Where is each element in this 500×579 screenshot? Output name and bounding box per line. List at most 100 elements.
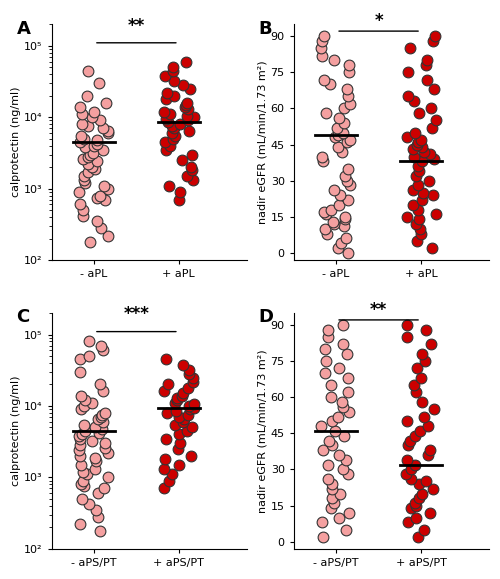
Point <box>318 51 326 60</box>
Point <box>94 489 102 498</box>
Point <box>428 484 436 493</box>
Point <box>428 123 436 133</box>
Point <box>76 520 84 529</box>
Point <box>404 68 412 77</box>
Point <box>345 407 353 416</box>
Point <box>90 141 98 150</box>
Point <box>95 428 103 438</box>
Point <box>80 176 88 185</box>
Point <box>166 109 173 119</box>
Point <box>88 148 96 157</box>
Point <box>416 166 424 175</box>
Text: **: ** <box>128 17 145 35</box>
Point <box>410 97 418 106</box>
Point <box>184 411 192 420</box>
Point <box>93 140 101 149</box>
Point <box>341 212 349 221</box>
Point <box>340 402 347 412</box>
Point <box>170 124 178 133</box>
Point <box>340 128 347 137</box>
Point <box>94 415 102 424</box>
Point <box>414 205 422 214</box>
Point <box>84 152 92 162</box>
Point <box>170 134 177 144</box>
Point <box>430 32 438 41</box>
Point <box>415 214 423 223</box>
Point <box>418 142 426 152</box>
Point <box>320 207 328 217</box>
Point <box>76 137 84 146</box>
Point <box>182 426 190 435</box>
Point <box>80 420 88 429</box>
Point <box>320 32 328 41</box>
Point <box>320 157 328 166</box>
Point <box>412 388 420 397</box>
Point <box>92 423 100 432</box>
Point <box>186 84 194 93</box>
Text: D: D <box>258 309 274 327</box>
Point <box>403 332 411 342</box>
Point <box>98 145 106 155</box>
Point <box>178 391 186 400</box>
Point <box>426 446 434 455</box>
Point <box>80 206 88 215</box>
Point <box>175 460 183 470</box>
Point <box>319 446 327 455</box>
Text: C: C <box>16 309 30 327</box>
Point <box>77 391 85 400</box>
Point <box>342 234 350 243</box>
Point <box>407 474 415 483</box>
Y-axis label: nadir eGFR (mL/min/1.73 m²): nadir eGFR (mL/min/1.73 m²) <box>258 349 268 513</box>
Point <box>80 171 88 181</box>
Point <box>338 397 346 406</box>
Point <box>80 482 88 491</box>
Point <box>340 118 347 127</box>
Point <box>418 489 426 498</box>
Point <box>417 135 425 144</box>
Point <box>101 439 109 448</box>
Point <box>343 138 351 147</box>
Point <box>418 373 426 383</box>
Point <box>176 119 184 129</box>
Point <box>170 420 178 429</box>
Point <box>90 164 98 173</box>
Point <box>76 131 84 140</box>
Point <box>104 473 112 482</box>
Point <box>322 109 330 118</box>
Point <box>187 163 195 172</box>
Point <box>328 417 336 426</box>
Point <box>79 155 87 164</box>
Point <box>342 455 350 464</box>
Point <box>182 57 190 66</box>
Point <box>340 171 348 181</box>
Point <box>346 99 354 108</box>
Point <box>337 239 345 248</box>
Point <box>422 325 430 335</box>
Point <box>418 157 426 166</box>
Point <box>98 424 106 434</box>
Point <box>402 470 410 479</box>
Point <box>190 400 198 409</box>
Point <box>174 444 182 453</box>
Point <box>404 518 412 527</box>
Point <box>179 417 187 427</box>
Point <box>406 43 414 53</box>
Point <box>327 205 335 214</box>
Point <box>170 76 177 86</box>
Point <box>430 405 438 414</box>
Point <box>102 98 110 107</box>
Point <box>76 434 84 443</box>
Point <box>426 149 434 159</box>
Point <box>325 436 333 445</box>
Point <box>78 119 86 129</box>
Point <box>424 450 432 460</box>
Point <box>190 112 198 122</box>
Point <box>180 415 188 424</box>
Point <box>100 417 108 427</box>
Point <box>410 380 418 390</box>
Point <box>97 223 105 233</box>
Point <box>85 337 93 346</box>
Point <box>334 513 342 522</box>
Point <box>415 479 423 489</box>
Point <box>344 248 352 258</box>
